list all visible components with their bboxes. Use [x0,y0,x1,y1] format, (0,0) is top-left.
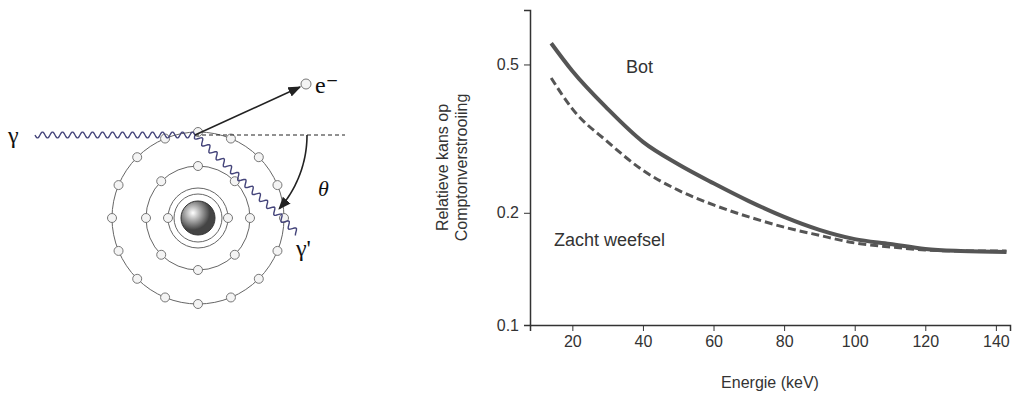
y-tick-mark [524,64,530,65]
electron [224,214,233,223]
x-tick-mark [572,325,573,331]
scattered-photon [194,135,296,235]
y-tick-label: 0.1 [497,317,519,334]
x-tick: 80 [776,325,794,350]
x-axis-line [531,326,1011,332]
x-tick-label: 100 [842,333,869,350]
series-label: Zacht weefsel [554,230,665,250]
electron [273,246,282,255]
plot-lines [551,43,1006,252]
x-tick-mark [925,325,926,331]
x-axis-title: Energie (keV) [721,374,819,391]
electron [161,293,170,302]
electron [157,250,166,259]
x-tick: 40 [635,325,653,350]
orbit [146,166,250,270]
electron-arrow [195,87,300,135]
electron-label: e⁻ [315,72,338,98]
series-line [551,78,1006,251]
x-tick: 120 [912,325,939,350]
y-tick: 0.5 [497,56,530,73]
x-tick-mark [855,325,856,331]
x-axis: 20 40 60 80 100 120 140 [531,325,1011,350]
nucleus [181,201,215,235]
x-tick-mark [784,325,785,331]
electron [194,162,203,171]
orbit [168,188,228,248]
x-tick: 140 [983,325,1010,350]
electron [226,293,235,302]
electron [133,153,142,162]
angle-label: θ [318,176,329,201]
electron [108,214,117,223]
orbit [174,194,222,242]
ejected-electron [301,79,311,89]
y-tick: 0.1 [497,317,530,334]
electron [254,274,263,283]
series-label: Bot [626,57,653,77]
electron [114,246,123,255]
x-tick-label: 40 [635,333,653,350]
x-tick-label: 20 [564,333,582,350]
electron [246,214,255,223]
x-tick-label: 80 [776,333,794,350]
x-tick-mark [996,325,997,331]
series-line [551,43,1006,252]
x-tick: 60 [705,325,723,350]
y-tick-mark [524,325,530,326]
electron [142,214,151,223]
angle-arc [279,135,307,209]
incident-label: γ [7,122,19,148]
y-tick-mark [524,213,530,214]
x-tick-label: 140 [983,333,1010,350]
y-tick: 0.2 [497,204,530,221]
x-tick-label: 120 [912,333,939,350]
y-axis: 0.1 0.2 0.5 [497,11,531,334]
y-axis-line [524,11,531,326]
electron [254,153,263,162]
x-tick: 20 [564,325,582,350]
incident-photon [35,132,195,138]
x-tick-mark [714,325,715,331]
electron [157,177,166,186]
electron [133,274,142,283]
chart: 20 40 60 80 100 120 140 0.1 0.2 0.5 Energie (keV) R… [434,11,1011,392]
electron [273,181,282,190]
reference-line [195,135,345,136]
x-tick-label: 60 [705,333,723,350]
orbit [112,132,284,304]
electron [230,250,239,259]
compton-diagram: γ e⁻ θ γ' [7,72,345,309]
y-axis-title: Relatieve kans opComptonverstrooiing [434,94,470,242]
y-tick-label: 0.5 [497,56,519,73]
electron [164,214,173,223]
electron [194,300,203,309]
electron [194,266,203,275]
figure: γ e⁻ θ γ' 20 40 60 80 100 120 140 0.1 0.2 0.5 Energie … [0,0,1022,399]
y-tick-label: 0.2 [497,204,519,221]
electron [114,181,123,190]
x-tick-mark [643,325,644,331]
x-tick: 100 [842,325,869,350]
scattered-label: γ' [295,235,311,261]
